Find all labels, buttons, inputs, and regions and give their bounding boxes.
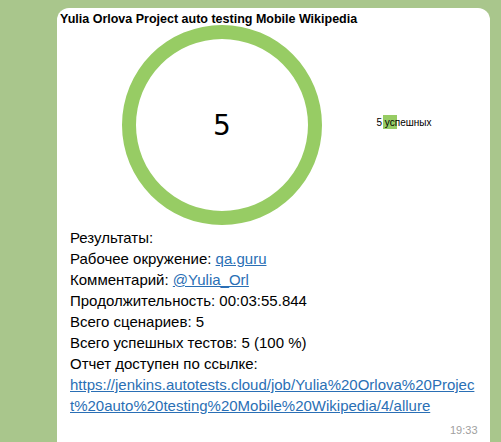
html-text:19:33: 19:33: [450, 424, 478, 436]
html-text:Yulia Orlova Project auto test: Yulia Orlova Project auto testing Mobile…: [60, 12, 358, 26]
html-text:Рабочее окружение: qa.guru: Рабочее окружение: qa.guru: [70, 250, 267, 267]
svg-text:5 успешных: 5 успешных: [377, 117, 432, 128]
html-text:https://jenkins.autotests.clou: https://jenkins.autotests.cloud/job/Yuli…: [70, 376, 475, 414]
html-text:Продолжительность: 00:03:55.84: Продолжительность: 00:03:55.844: [70, 292, 307, 309]
html-text:Комментарий: @Yulia_Orl: Комментарий: @Yulia_Orl: [70, 271, 249, 288]
html-text:Результаты:: Результаты:: [70, 229, 154, 246]
html-text:Всего успешных тестов: 5 (100: Всего успешных тестов: 5 (100 %): [70, 334, 307, 351]
svg-text:5: 5: [213, 109, 231, 142]
html-text:Всего сценариев: 5: Всего сценариев: 5: [70, 313, 205, 330]
html-text:Отчет доступен по ссылке:: Отчет доступен по ссылке:: [70, 355, 258, 372]
